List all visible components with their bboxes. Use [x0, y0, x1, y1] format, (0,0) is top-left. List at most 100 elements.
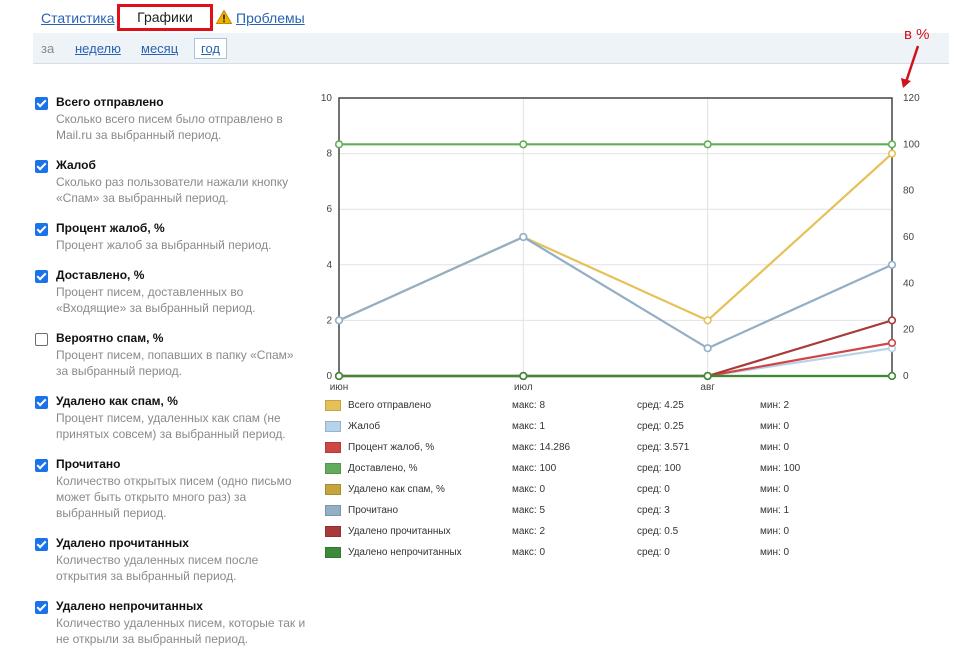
- metric-checkbox[interactable]: [35, 396, 48, 409]
- x-tick-label: июн: [330, 382, 349, 393]
- legend-row: Всего отправлено макс: 8 сред: 4.25 мин:…: [325, 399, 845, 415]
- data-point: [334, 140, 344, 149]
- legend-min: мин: 0: [760, 526, 790, 537]
- legend-avg: сред: 0.5: [637, 526, 679, 537]
- legend-min: мин: 100: [760, 463, 801, 474]
- y-left-tick-label: 8: [326, 149, 332, 160]
- x-tick-label: июл: [514, 382, 533, 393]
- legend-min: мин: 0: [760, 547, 790, 558]
- legend-swatch: [325, 400, 341, 411]
- legend-series-name: Удалено прочитанных: [348, 526, 451, 537]
- metric-description: Количество открытых писем (одно письмо м…: [56, 474, 292, 520]
- tab-problems[interactable]: Проблемы: [236, 10, 305, 26]
- data-point: [703, 371, 712, 381]
- metric-checkbox[interactable]: [35, 160, 48, 173]
- tab-statistics[interactable]: Статистика: [41, 10, 115, 26]
- legend-avg: сред: 0.25: [637, 421, 684, 432]
- metric-title: Удалено непрочитанных: [56, 599, 203, 613]
- metric-checkbox[interactable]: [35, 97, 48, 110]
- legend-avg: сред: 4.25: [637, 400, 684, 411]
- legend-series-name: Доставлено, %: [348, 463, 418, 474]
- metric-title: Удалено как спам, %: [56, 394, 178, 408]
- legend-max: макс: 2: [512, 526, 546, 537]
- metric-title: Жалоб: [56, 158, 96, 172]
- legend-row: Удалено непрочитанных макс: 0 сред: 0 ми…: [325, 546, 845, 562]
- metric-checkbox[interactable]: [35, 223, 48, 236]
- tab-graphs[interactable]: Графики: [117, 4, 213, 31]
- metric-description: Количество удаленных писем, которые так …: [56, 616, 306, 646]
- y-right-tick-label: 40: [903, 278, 915, 289]
- period-bar: за неделю месяц год: [33, 33, 949, 64]
- data-point: [519, 140, 528, 149]
- metric-description: Процент писем, попавших в папку «Спам» з…: [56, 348, 294, 378]
- series-line: [338, 152, 893, 322]
- legend-swatch: [325, 547, 341, 558]
- legend-series-name: Удалено непрочитанных: [348, 547, 462, 558]
- metric-title: Удалено прочитанных: [56, 536, 189, 550]
- metric-description: Сколько всего писем было отправлено в Ma…: [56, 112, 283, 142]
- data-point: [519, 371, 528, 381]
- y-right-tick-label: 80: [903, 186, 915, 197]
- series-line: [338, 235, 893, 350]
- metric-title: Процент жалоб, %: [56, 221, 165, 235]
- legend-row: Удалено прочитанных макс: 2 сред: 0.5 ми…: [325, 525, 845, 541]
- legend-series-name: Жалоб: [348, 421, 381, 432]
- metric-checkbox[interactable]: [35, 538, 48, 551]
- data-point: [887, 316, 897, 325]
- legend-series-name: Процент жалоб, %: [348, 442, 435, 453]
- legend-max: макс: 100: [512, 463, 557, 474]
- metric-title: Всего отправлено: [56, 95, 164, 109]
- metric-description: Количество удаленных писем после открыти…: [56, 553, 259, 583]
- legend-swatch: [325, 505, 341, 516]
- legend-min: мин: 0: [760, 442, 790, 453]
- period-week-link[interactable]: неделю: [75, 41, 121, 56]
- legend-max: макс: 1: [512, 421, 546, 432]
- legend-row: Удалено как спам, % макс: 0 сред: 0 мин:…: [325, 483, 845, 499]
- legend-avg: сред: 0: [637, 484, 670, 495]
- legend-swatch: [325, 463, 341, 474]
- period-month-link[interactable]: месяц: [141, 41, 179, 56]
- legend-avg: сред: 3.571: [637, 442, 690, 453]
- y-left-tick-label: 4: [326, 260, 332, 271]
- series-line: [339, 319, 893, 378]
- legend-swatch: [325, 484, 341, 495]
- legend-avg: сред: 100: [637, 463, 681, 474]
- y-right-tick-label: 0: [903, 371, 909, 382]
- arrow-down-icon: [901, 45, 920, 88]
- legend-swatch: [325, 421, 341, 432]
- metric-title: Прочитано: [56, 457, 121, 471]
- legend-min: мин: 2: [760, 400, 790, 411]
- series-line: [339, 341, 893, 378]
- legend-max: макс: 5: [512, 505, 546, 516]
- metric-description: Процент писем, доставленных во «Входящие…: [56, 285, 256, 315]
- legend-row: Жалоб макс: 1 сред: 0.25 мин: 0: [325, 420, 845, 436]
- y-left-tick-label: 0: [326, 371, 332, 382]
- metric-checkbox[interactable]: [35, 333, 48, 346]
- data-point: [703, 316, 712, 325]
- metric-title: Вероятно спам, %: [56, 331, 164, 345]
- y-right-tick-label: 120: [903, 93, 920, 104]
- data-point: [887, 149, 897, 158]
- metric-description: Сколько раз пользователи нажали кнопку «…: [56, 175, 289, 205]
- metric-checkbox[interactable]: [35, 601, 48, 614]
- y-right-tick-label: 100: [903, 139, 920, 150]
- data-point: [887, 371, 897, 381]
- warning-icon: [216, 10, 232, 24]
- plot-frame: [338, 97, 893, 377]
- legend-max: макс: 0: [512, 484, 546, 495]
- data-point: [887, 260, 897, 269]
- x-tick-label: авг: [700, 382, 715, 393]
- period-year-button[interactable]: год: [194, 38, 227, 59]
- y-right-tick-label: 20: [903, 325, 915, 336]
- metric-checkbox[interactable]: [35, 270, 48, 283]
- data-point: [334, 371, 344, 381]
- metric-checkbox[interactable]: [35, 459, 48, 472]
- period-label: за: [41, 41, 55, 56]
- metric-description: Процент писем, удаленных как спам (не пр…: [56, 411, 286, 441]
- data-point: [887, 338, 897, 348]
- data-point: [887, 140, 897, 149]
- series-line: [339, 347, 893, 378]
- y-left-tick-label: 2: [326, 315, 332, 326]
- legend-series-name: Прочитано: [348, 505, 398, 516]
- legend-swatch: [325, 442, 341, 453]
